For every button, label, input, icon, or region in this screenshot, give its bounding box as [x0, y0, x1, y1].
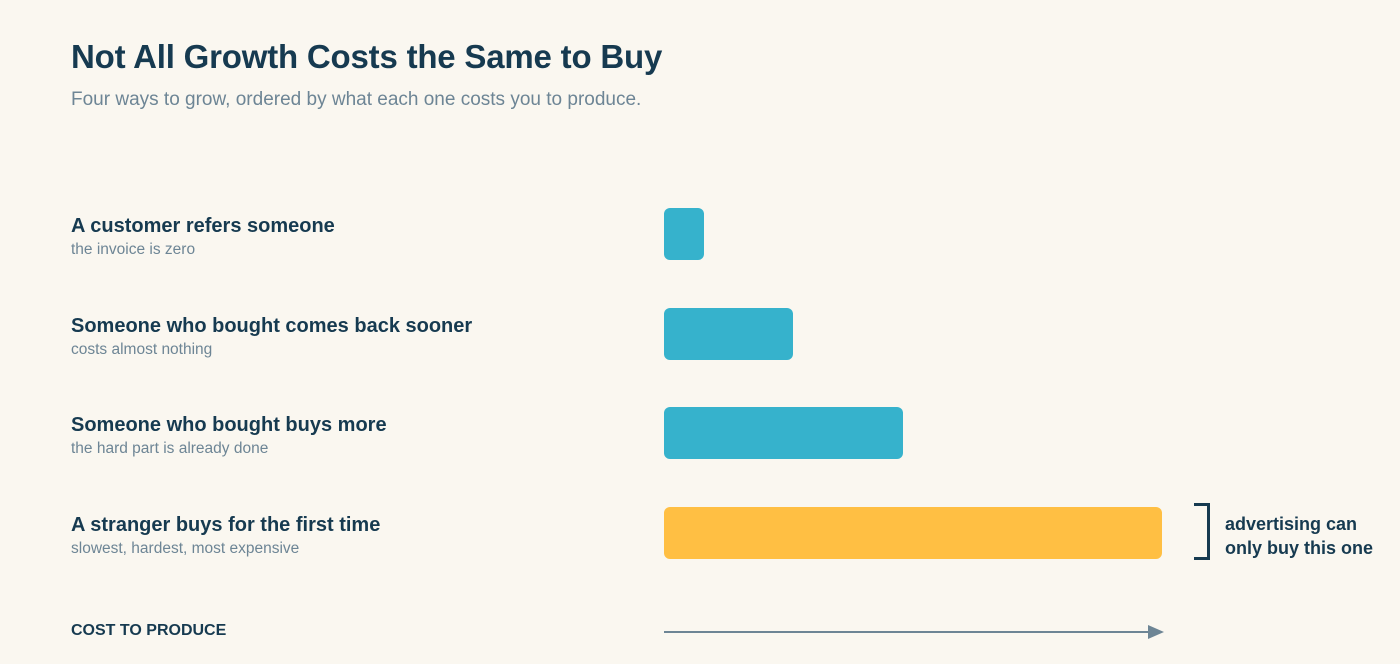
category-label: A customer refers someone: [71, 215, 335, 237]
category-label: Someone who bought buys more: [71, 414, 387, 436]
category-note: the hard part is already done: [71, 440, 269, 457]
row-label: Someone who bought comes back sooner cost…: [71, 314, 631, 360]
x-axis-arrow: [664, 625, 1164, 639]
bar: [664, 407, 903, 459]
x-axis-label: COST TO PRODUCE: [71, 622, 227, 639]
annotation-bracket: [1194, 503, 1210, 560]
bar: [664, 308, 793, 360]
x-axis-arrowhead: [1148, 625, 1164, 639]
category-note: slowest, hardest, most expensive: [71, 540, 300, 557]
chart-title: Not All Growth Costs the Same to Buy: [71, 38, 663, 75]
row-label: A customer refers someone the invoice is …: [71, 214, 631, 260]
category-note: costs almost nothing: [71, 341, 213, 358]
category-note: the invoice is zero: [71, 241, 196, 258]
category-label: Someone who bought comes back sooner: [71, 315, 473, 337]
annotation-text: advertising can only buy this one: [1225, 514, 1374, 558]
category-label: A stranger buys for the first time: [71, 514, 381, 536]
bar-highlighted: [664, 507, 1162, 559]
row-label: Someone who bought buys more the hard par…: [71, 413, 631, 459]
chart-subtitle: Four ways to grow, ordered by what each …: [71, 89, 642, 110]
row-label: A stranger buys for the first time slowes…: [71, 513, 631, 559]
bar: [664, 208, 704, 260]
